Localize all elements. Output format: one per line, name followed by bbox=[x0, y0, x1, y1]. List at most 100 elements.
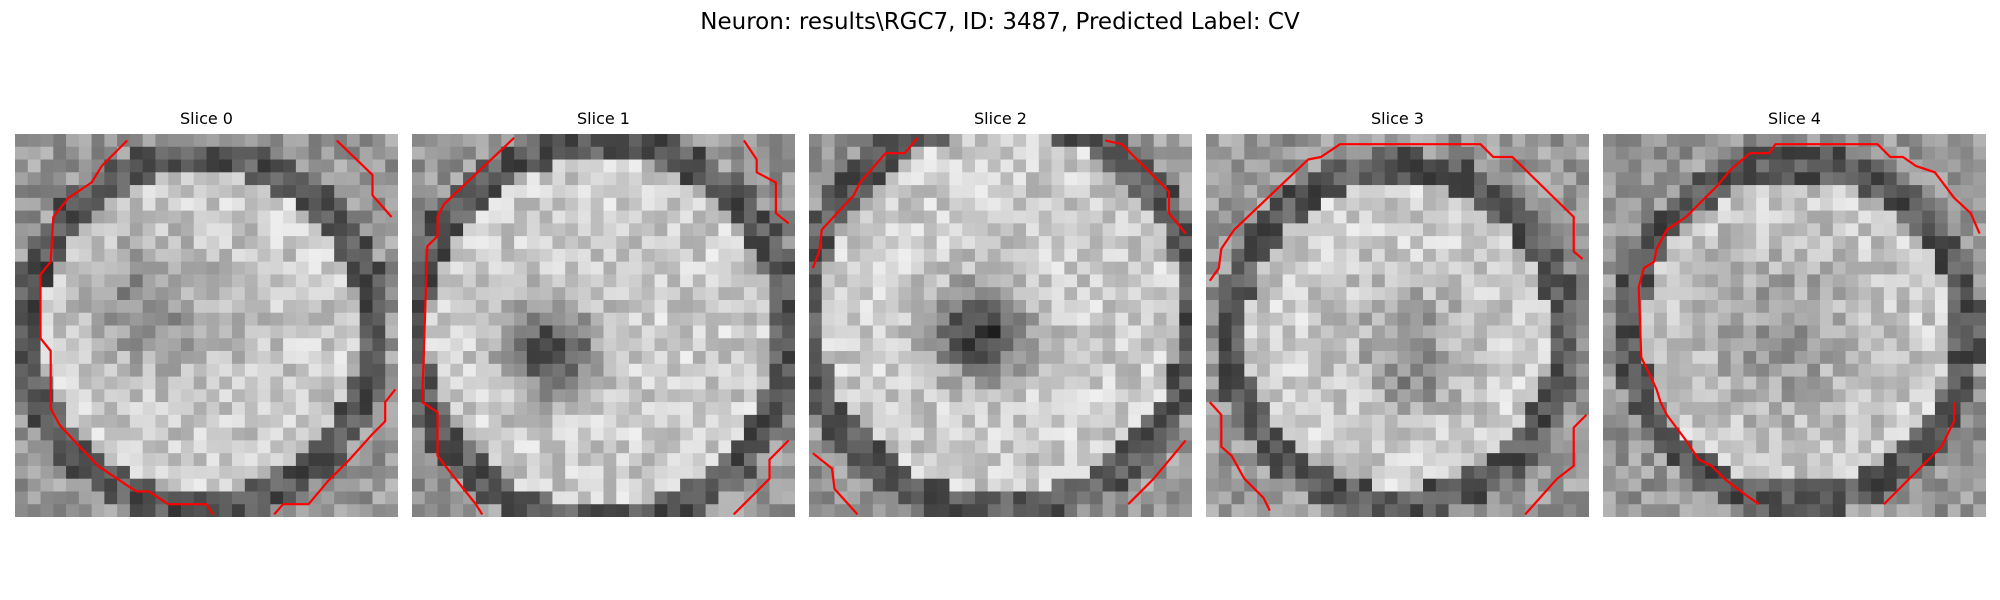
pixel bbox=[66, 389, 80, 403]
pixel bbox=[1871, 389, 1885, 403]
pixel bbox=[680, 274, 694, 288]
pixel bbox=[1934, 389, 1949, 403]
pixel bbox=[1717, 427, 1732, 441]
pixel bbox=[756, 261, 770, 275]
pixel bbox=[450, 376, 464, 390]
pixel bbox=[629, 414, 643, 429]
pixel bbox=[1115, 185, 1129, 199]
pixel bbox=[53, 261, 67, 275]
pixel bbox=[219, 159, 233, 173]
pixel bbox=[1474, 363, 1488, 377]
pixel bbox=[1218, 185, 1232, 199]
pixel bbox=[1692, 274, 1706, 288]
pixel bbox=[769, 478, 783, 492]
pixel bbox=[616, 338, 630, 352]
pixel bbox=[590, 274, 604, 288]
pixel bbox=[565, 453, 579, 467]
pixel bbox=[168, 389, 182, 403]
pixel bbox=[526, 427, 541, 441]
pixel bbox=[860, 236, 874, 250]
pixel bbox=[1820, 414, 1834, 429]
pixel bbox=[539, 236, 553, 250]
pixel bbox=[1077, 478, 1091, 492]
pixel bbox=[1153, 440, 1167, 454]
pixel bbox=[321, 504, 335, 517]
pixel bbox=[860, 351, 874, 365]
pixel bbox=[756, 325, 770, 339]
pixel bbox=[1153, 248, 1167, 263]
pixel bbox=[78, 146, 92, 160]
pixel bbox=[680, 427, 694, 441]
pixel bbox=[1013, 504, 1027, 517]
pixel bbox=[667, 363, 681, 377]
pixel bbox=[692, 376, 707, 390]
pixel bbox=[1871, 223, 1885, 237]
pixel bbox=[1115, 376, 1129, 390]
pixel bbox=[1499, 465, 1513, 480]
pixel bbox=[1448, 338, 1462, 352]
pixel bbox=[962, 146, 976, 160]
pixel bbox=[475, 248, 489, 263]
pixel bbox=[552, 376, 566, 390]
pixel bbox=[1320, 197, 1335, 211]
pixel bbox=[1461, 440, 1475, 454]
pixel bbox=[501, 261, 515, 275]
pixel bbox=[308, 261, 322, 275]
pixel bbox=[923, 299, 938, 314]
pixel bbox=[1371, 274, 1386, 288]
pixel bbox=[1371, 504, 1386, 517]
pixel bbox=[53, 210, 67, 224]
pixel bbox=[129, 248, 144, 263]
pixel bbox=[1512, 248, 1526, 263]
pixel bbox=[346, 236, 361, 250]
pixel bbox=[1474, 465, 1488, 480]
pixel bbox=[27, 389, 41, 403]
pixel bbox=[641, 159, 655, 173]
pixel bbox=[692, 248, 707, 263]
pixel bbox=[1679, 159, 1693, 173]
pixel bbox=[872, 274, 886, 288]
pixel bbox=[1499, 210, 1513, 224]
pixel bbox=[1525, 402, 1539, 416]
pixel bbox=[180, 402, 195, 416]
pixel bbox=[1384, 223, 1398, 237]
pixel bbox=[1474, 414, 1488, 429]
pixel bbox=[1166, 414, 1180, 429]
pixel bbox=[769, 287, 783, 301]
pixel bbox=[718, 248, 732, 263]
pixel bbox=[641, 427, 655, 441]
pixel bbox=[526, 236, 541, 250]
pixel bbox=[1641, 299, 1655, 314]
pixel bbox=[1423, 185, 1437, 199]
pixel bbox=[1244, 491, 1258, 505]
pixel bbox=[552, 414, 566, 429]
pixel bbox=[257, 159, 271, 173]
pixel bbox=[1474, 440, 1488, 454]
pixel bbox=[1550, 491, 1564, 505]
pixel bbox=[1947, 504, 1961, 517]
pixel bbox=[463, 338, 477, 352]
pixel bbox=[463, 414, 477, 429]
pixel bbox=[1000, 172, 1014, 186]
pixel bbox=[1666, 312, 1680, 326]
pixel bbox=[1820, 465, 1834, 480]
pixel bbox=[1628, 478, 1642, 492]
pixel bbox=[603, 197, 617, 211]
pixel bbox=[1615, 248, 1629, 263]
pixel bbox=[1089, 223, 1104, 237]
pixel bbox=[1359, 440, 1373, 454]
pixel bbox=[1973, 440, 1986, 454]
pixel bbox=[1525, 197, 1539, 211]
pixel bbox=[1641, 248, 1655, 263]
pixel bbox=[949, 299, 963, 314]
pixel bbox=[78, 236, 92, 250]
pixel bbox=[1013, 236, 1027, 250]
pixel bbox=[1934, 414, 1949, 429]
pixel bbox=[1845, 210, 1859, 224]
pixel bbox=[372, 287, 386, 301]
pixel bbox=[193, 325, 207, 339]
pixel bbox=[1308, 427, 1322, 441]
pixel bbox=[193, 185, 207, 199]
pixel bbox=[629, 465, 643, 480]
pixel bbox=[1499, 414, 1513, 429]
